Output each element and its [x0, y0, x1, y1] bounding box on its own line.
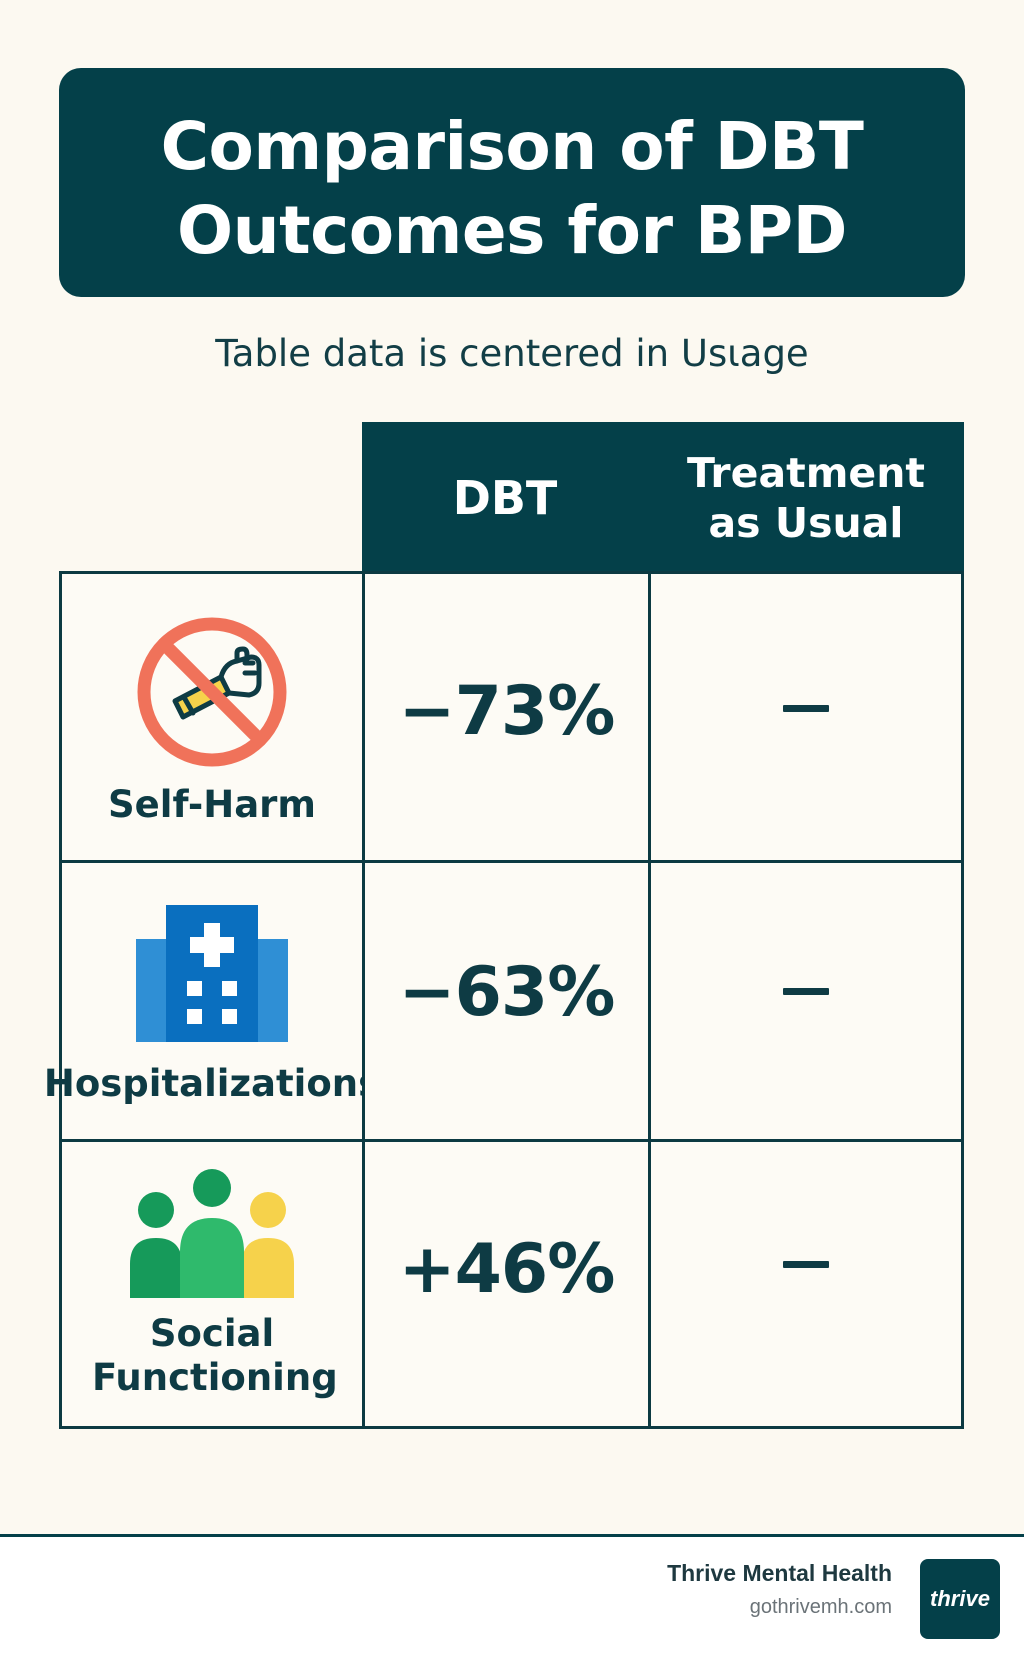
title-line-2: Outcomes for BPD: [177, 192, 847, 269]
table-cell-tau-hospitalizations: [648, 860, 964, 1142]
column-header-dbt: DBT: [362, 422, 648, 574]
subtitle: Table data is centered in Usιage: [215, 332, 809, 375]
row-label-social-functioning: Social Functioning: [92, 1312, 338, 1399]
tau-value-social-functioning: [783, 1261, 829, 1268]
table-cell-dbt-self-harm: −73%: [362, 571, 651, 863]
logo-text: thrive: [930, 1586, 990, 1611]
table-cell-tau-self-harm: [648, 571, 964, 863]
table-row-label-cell: Self-Harm: [59, 571, 365, 863]
dbt-value-social-functioning: +46%: [398, 1230, 616, 1309]
footer: [0, 1537, 1024, 1666]
dbt-value-self-harm: −73%: [398, 672, 616, 751]
row-label-self-harm: Self-Harm: [108, 783, 316, 826]
title-line-1: Comparison of DBT: [160, 108, 864, 185]
table-cell-dbt-social-functioning: +46%: [362, 1139, 651, 1429]
thrive-logo: thrive: [920, 1559, 1000, 1639]
brand-url[interactable]: gothrivemh.com: [749, 1596, 892, 1618]
no-self-harm-icon: [137, 617, 287, 767]
row-label-hospitalizations: Hospitalizations: [43, 1061, 381, 1105]
column-header-dbt-label: DBT: [452, 471, 558, 525]
brand-name: Thrive Mental Health: [667, 1560, 892, 1586]
table-row-label-cell: Social Functioning: [59, 1139, 365, 1429]
column-header-tau-label: Treatment as Usual: [686, 449, 926, 547]
page-title: Comparison of DBT Outcomes for BPD: [59, 105, 965, 273]
tau-value-self-harm: [783, 705, 829, 712]
hospital-icon: [136, 904, 288, 1042]
title-banner: Comparison of DBT Outcomes for BPD: [59, 68, 965, 297]
table-cell-tau-social-functioning: [648, 1139, 964, 1429]
tau-value-hospitalizations: [783, 988, 829, 995]
dbt-value-hospitalizations: −63%: [398, 953, 616, 1032]
people-group-icon: [130, 1169, 294, 1298]
footer-divider: [0, 1534, 1024, 1537]
table-cell-dbt-hospitalizations: −63%: [362, 860, 651, 1142]
column-header-treatment-as-usual: Treatment as Usual: [648, 422, 964, 574]
table-row-label-cell: Hospitalizations: [44, 860, 380, 1142]
